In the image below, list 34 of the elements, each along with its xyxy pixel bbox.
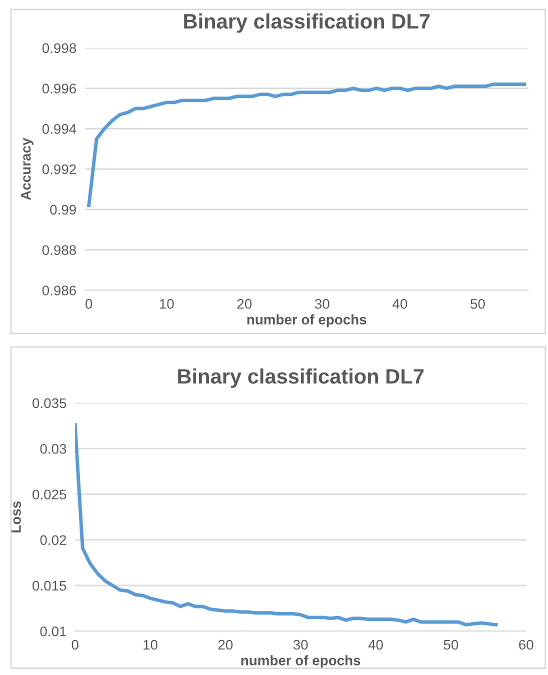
y-tick-label: 0.988	[42, 245, 76, 256]
chart-title: Binary classification DL7	[178, 368, 424, 388]
x-axis-title: number of epochs	[241, 655, 360, 668]
x-tick-label: 50	[444, 640, 458, 650]
y-axis-title: Accuracy	[21, 138, 34, 200]
x-tick-label: 20	[237, 298, 252, 309]
x-tick-label: 50	[470, 298, 485, 309]
y-tick-label: 0.02	[40, 535, 66, 546]
y-tick-label: 0.015	[32, 580, 66, 591]
line-series	[87, 82, 526, 208]
x-tick-label: 30	[314, 298, 330, 309]
x-tick-label: 40	[392, 298, 408, 309]
y-axis-title: Loss	[11, 501, 21, 532]
x-tick-label: 10	[160, 298, 174, 309]
y-tick-label: 0.03	[40, 444, 66, 454]
y-tick-label: 0.994	[42, 124, 76, 134]
x-tick-label: 30	[293, 640, 308, 650]
y-tick-label: 0.035	[32, 398, 66, 408]
y-tick-label: 0.992	[42, 164, 76, 174]
chart-title: Binary classification DL7	[184, 13, 430, 33]
line-series	[75, 423, 498, 626]
x-tick-label: 0	[72, 640, 78, 650]
x-tick-label: 40	[368, 640, 383, 650]
y-tick-label: 0.025	[32, 490, 66, 500]
x-tick-label: 60	[519, 640, 534, 650]
y-tick-label: 0.998	[42, 43, 76, 54]
x-tick-label: 10	[144, 640, 158, 650]
y-tick-label: 0.986	[42, 286, 76, 296]
y-tick-label: 0.99	[50, 204, 76, 215]
x-axis-title: number of epochs	[247, 314, 366, 328]
x-tick-label: 20	[218, 640, 233, 650]
x-tick-label: 0	[86, 298, 92, 309]
y-tick-label: 0.996	[42, 84, 76, 94]
y-tick-label: 0.01	[40, 626, 66, 636]
